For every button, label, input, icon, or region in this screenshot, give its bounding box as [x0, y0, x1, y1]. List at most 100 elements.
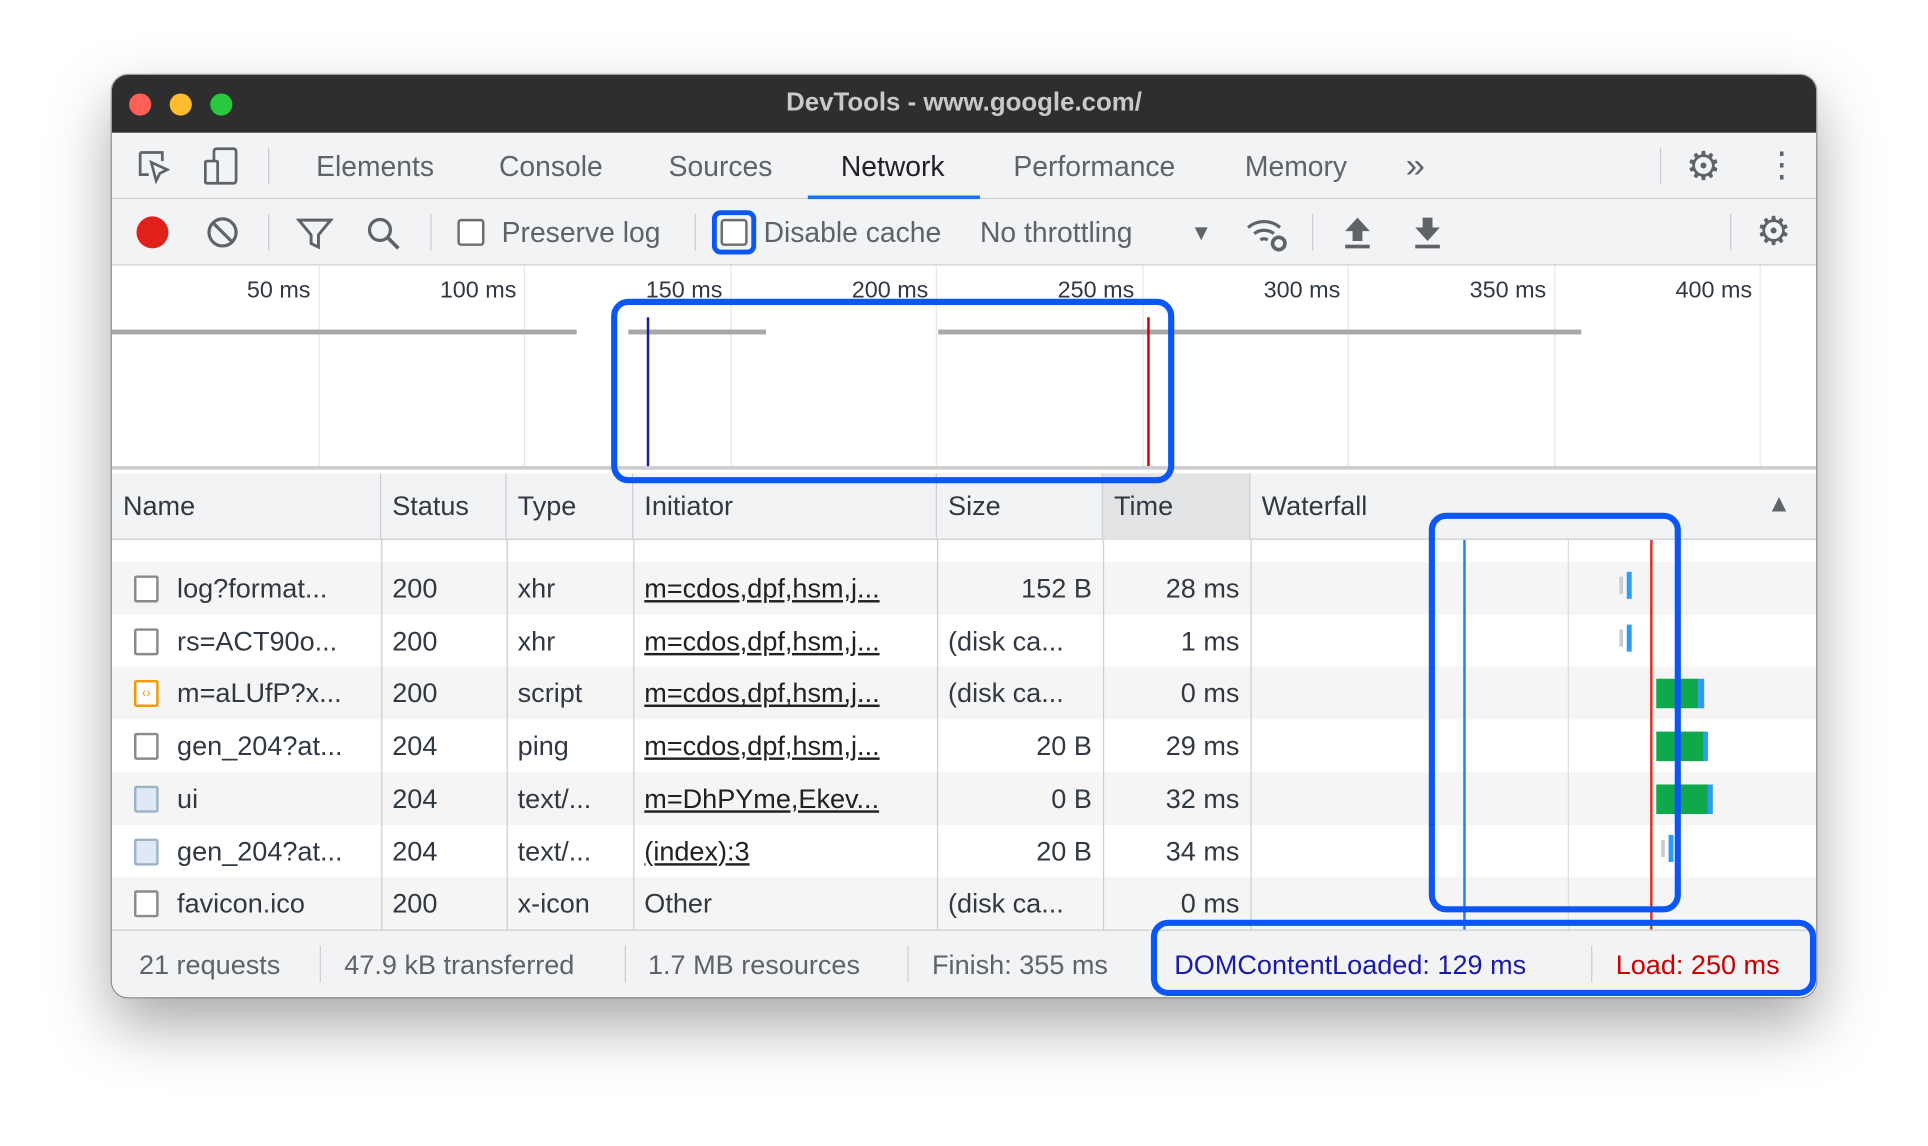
minimize-window-button[interactable] — [169, 93, 192, 116]
throttling-select[interactable]: No throttling — [979, 216, 1133, 249]
waterfall-highlight-box — [1428, 512, 1681, 913]
load-time: Load: 250 ms — [1615, 949, 1780, 980]
column-header-name[interactable]: Name — [112, 473, 382, 540]
waterfall-bar-queue[interactable] — [1619, 629, 1624, 647]
waterfall-bar-queue[interactable] — [1619, 576, 1624, 594]
cell-initiator[interactable]: m=DhPYme,Ekev... — [633, 772, 937, 825]
waterfall-bar-waiting[interactable] — [1698, 679, 1705, 709]
cell-initiator[interactable]: m=cdos,dpf,hsm,j... — [633, 719, 937, 772]
dom-content-loaded-time: DOMContentLoaded: 129 ms — [1174, 949, 1527, 980]
cell-name-text: rs=ACT90o... — [177, 625, 338, 657]
tab-console[interactable]: Console — [498, 150, 603, 182]
search-icon[interactable] — [365, 215, 402, 252]
overview-gridline — [1759, 265, 1761, 467]
cell-initiator-text: m=cdos,dpf,hsm,j... — [644, 677, 880, 709]
document-icon — [134, 732, 159, 761]
cell-status-text: 200 — [392, 625, 438, 657]
cell-status-text: 204 — [392, 730, 438, 762]
tab-network[interactable]: Network — [840, 150, 945, 182]
requests-table-header: Name Status Type Initiator Size Time Wat… — [111, 473, 1817, 540]
device-toolbar-icon[interactable] — [203, 146, 240, 185]
cell-size-text: 20 B — [1036, 835, 1092, 867]
cell-size: (disk ca... — [937, 877, 1103, 930]
column-header-status[interactable]: Status — [381, 473, 507, 540]
disable-cache-checkbox[interactable] — [720, 218, 748, 246]
sort-ascending-icon[interactable]: ▲ — [1766, 490, 1792, 518]
cell-time: 0 ms — [1103, 667, 1251, 720]
cell-initiator[interactable]: m=cdos,dpf,hsm,j... — [633, 562, 937, 615]
waterfall-bar-queue[interactable] — [1661, 839, 1665, 857]
filter-icon[interactable] — [296, 216, 334, 250]
column-divider — [936, 539, 939, 930]
export-har-download-icon[interactable] — [1413, 215, 1443, 249]
network-conditions-wifi-icon[interactable] — [1246, 216, 1290, 253]
cell-status: 200 — [381, 877, 506, 930]
column-divider — [1250, 539, 1252, 930]
cell-size: (disk ca... — [937, 614, 1103, 667]
divider — [430, 213, 432, 251]
more-options-kebab-icon[interactable]: ⋮ — [1764, 145, 1799, 184]
waterfall-row — [1250, 719, 1817, 773]
cell-initiator[interactable]: m=cdos,dpf,hsm,j... — [633, 614, 937, 667]
waterfall-bar-download[interactable] — [1656, 784, 1708, 814]
waterfall-bar-waiting[interactable] — [1626, 624, 1632, 652]
cell-time-text: 0 ms — [1180, 677, 1240, 709]
request-row[interactable]: log?format... 200 xhr m=cdos,dpf,hsm,j... 15… — [111, 561, 1251, 615]
cell-status-text: 200 — [392, 572, 438, 604]
more-tabs-button[interactable]: » — [1405, 146, 1425, 185]
waterfall-bar-waiting[interactable] — [1702, 731, 1708, 762]
cell-status: 204 — [381, 824, 506, 877]
tab-memory[interactable]: Memory — [1244, 150, 1348, 182]
waterfall-bar-waiting[interactable] — [1668, 834, 1674, 862]
cell-type-text: ping — [517, 730, 569, 762]
column-header-initiator[interactable]: Initiator — [633, 473, 937, 540]
network-settings-gear-icon[interactable]: ⚙ — [1755, 209, 1792, 254]
divider — [1730, 213, 1732, 251]
request-row[interactable]: ui 204 text/... m=DhPYme,Ekev... 0 B 32 ms — [111, 771, 1251, 825]
clear-icon[interactable] — [207, 216, 239, 248]
preserve-log-label: Preserve log — [501, 216, 661, 249]
request-row[interactable]: gen_204?at... 204 text/... (index):3 20 B 34 … — [111, 824, 1251, 878]
cell-initiator[interactable]: (index):3 — [633, 824, 937, 877]
cell-status-text: 200 — [392, 888, 438, 919]
divider — [268, 213, 270, 251]
settings-gear-icon[interactable]: ⚙ — [1685, 143, 1722, 189]
column-header-waterfall[interactable]: Waterfall — [1261, 490, 1368, 522]
cell-name: gen_204?at... — [112, 824, 381, 877]
cell-initiator[interactable]: m=cdos,dpf,hsm,j... — [633, 667, 937, 720]
request-row[interactable]: ‹› m=aLUfP?x... 200 script m=cdos,dpf,hsm,j.… — [111, 666, 1251, 720]
column-header-time[interactable]: Time — [1102, 473, 1251, 540]
disable-cache-label: Disable cache — [763, 216, 942, 249]
disable-cache-highlight — [711, 210, 757, 255]
cell-size: 20 B — [937, 824, 1103, 877]
request-row[interactable]: rs=ACT90o... 200 xhr m=cdos,dpf,hsm,j... (di… — [111, 614, 1251, 668]
column-header-size[interactable]: Size — [937, 473, 1103, 540]
preserve-log-checkbox[interactable] — [457, 218, 485, 246]
tab-sources[interactable]: Sources — [668, 150, 773, 182]
waterfall-bar-waiting[interactable] — [1626, 571, 1632, 599]
cell-size-text: 20 B — [1036, 730, 1092, 762]
tab-elements[interactable]: Elements — [316, 150, 434, 182]
request-row[interactable]: gen_204?at... 204 ping m=cdos,dpf,hsm,j... 2… — [111, 719, 1251, 773]
chevron-down-icon[interactable]: ▼ — [1190, 220, 1213, 245]
divider — [907, 945, 909, 983]
column-header-type[interactable]: Type — [507, 473, 634, 540]
finish-time: Finish: 355 ms — [932, 949, 1108, 980]
cell-status: 200 — [381, 667, 506, 720]
status-bar: 21 requests 47.9 kB transferred 1.7 MB r… — [111, 929, 1817, 998]
waterfall-bar-waiting[interactable] — [1707, 784, 1713, 814]
cell-initiator-text: m=cdos,dpf,hsm,j... — [644, 572, 880, 604]
cell-name-text: favicon.ico — [177, 888, 305, 919]
import-har-upload-icon[interactable] — [1343, 215, 1373, 249]
tab-performance[interactable]: Performance — [1013, 150, 1176, 182]
overview-gridline — [523, 265, 526, 467]
maximize-window-button[interactable] — [210, 93, 233, 116]
document-icon — [134, 890, 159, 918]
close-window-button[interactable] — [129, 93, 152, 116]
cell-initiator-text: m=DhPYme,Ekev... — [644, 783, 880, 814]
request-row[interactable]: favicon.ico 200 x-icon Other (disk ca... 0 ms — [111, 876, 1251, 930]
record-icon[interactable] — [136, 216, 169, 249]
cell-size-text: (disk ca... — [948, 677, 1064, 709]
overview-gridline — [935, 265, 937, 467]
inspect-element-icon[interactable] — [136, 149, 173, 186]
